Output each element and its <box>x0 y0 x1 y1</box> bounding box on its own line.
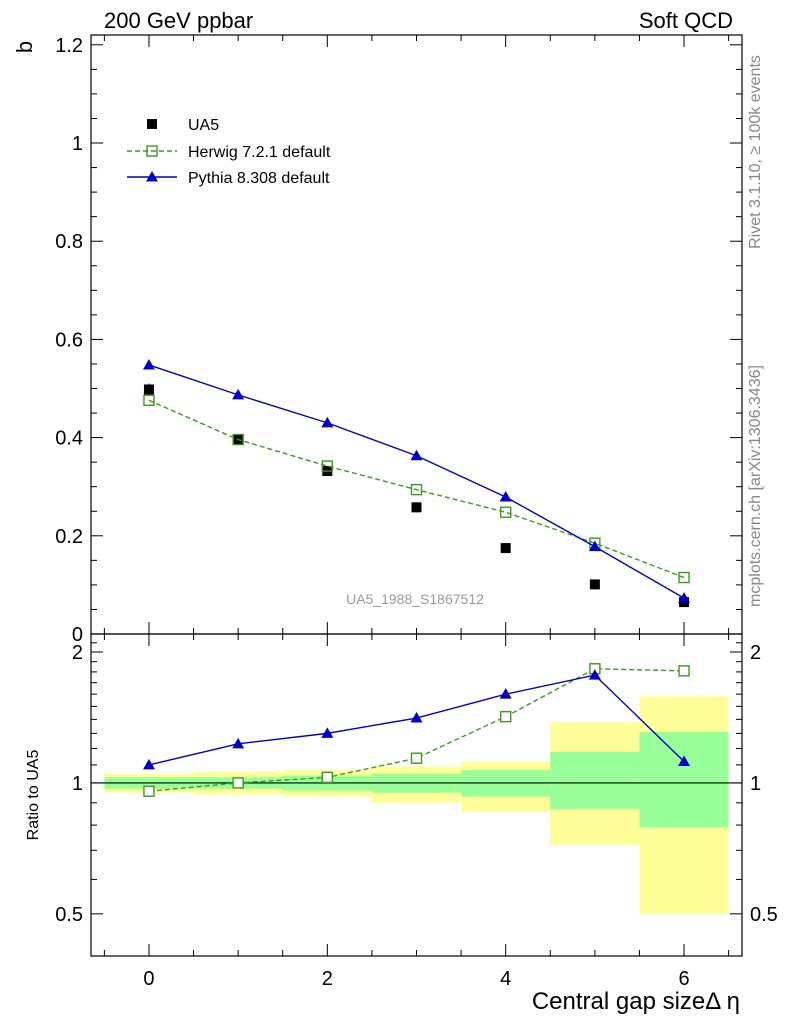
series-triangle-solid <box>142 358 691 603</box>
x-axis-label: Central gap sizeΔ η <box>532 988 740 1015</box>
data-point <box>142 358 155 370</box>
header-left-title: 200 GeV ppbar <box>104 8 253 33</box>
data-point <box>499 506 512 518</box>
legend-marker <box>147 119 157 129</box>
ratio-point <box>499 688 512 699</box>
ratio-series-triangle-solid <box>142 669 691 770</box>
legend-marker <box>146 171 158 182</box>
data-point <box>410 483 423 496</box>
uncertainty-bands <box>104 696 729 914</box>
ratio-point <box>232 777 244 789</box>
ratio-point <box>143 785 155 797</box>
ratio-point <box>588 669 601 680</box>
ratio-point <box>321 771 334 784</box>
main-y-tick-label: 0.6 <box>55 329 83 351</box>
x-tick-label: 6 <box>678 968 689 990</box>
legend-entry-label: Pythia 8.308 default <box>188 170 330 187</box>
main-y-tick-label: 0.2 <box>55 526 83 548</box>
legend-entry-label: UA5 <box>188 117 219 134</box>
x-tick-label: 4 <box>500 968 511 990</box>
ratio-panel: 0.5 0.5 1 1 2 2 0 2 4 6 Ratio to UA5 Central gap… <box>25 633 778 1015</box>
data-point <box>232 433 244 446</box>
ratio-point <box>499 710 512 723</box>
inner-uncertainty-band <box>639 731 729 828</box>
ratio-y-tick-label-left: 1 <box>72 773 83 795</box>
data-point <box>499 491 512 502</box>
x-tick-label: 0 <box>143 968 154 990</box>
ratio-y-tick-label-right: 2 <box>750 642 761 664</box>
ratio-point <box>678 665 690 677</box>
main-y-axis: 0 0.2 0.4 0.6 0.8 1 1.2 <box>55 35 742 646</box>
data-point <box>321 416 334 428</box>
data-point <box>588 540 601 552</box>
x-axis: 0 2 4 6 <box>103 634 730 990</box>
mcplots-credit-label: mcplots.cern.ch [arXiv:1306.3436] <box>747 365 764 607</box>
header-right-title: Soft QCD <box>639 8 733 33</box>
inner-uncertainty-band <box>550 751 640 810</box>
ratio-y-tick-label-right: 0.5 <box>750 904 778 926</box>
ratio-y-tick-label-left: 2 <box>72 642 83 664</box>
x-tick-label: 2 <box>322 968 333 990</box>
series-square-open-dashed <box>143 394 690 584</box>
main-panel: 0 0.2 0.4 0.6 0.8 1 1.2 b UA5_1988_S1867512 UA… <box>12 34 743 646</box>
ratio-point <box>142 758 155 770</box>
data-point <box>500 543 511 554</box>
ratio-point <box>410 712 423 723</box>
data-point <box>143 384 154 395</box>
main-x-ticks <box>103 35 730 634</box>
ratio-series-square-open-dashed <box>143 663 690 797</box>
ratio-y-tick-label-right: 1 <box>750 773 761 795</box>
series-line <box>148 364 685 599</box>
data-point <box>678 592 691 603</box>
series-line <box>148 399 685 579</box>
ratio-point <box>232 737 245 749</box>
main-y-tick-label: 0.4 <box>55 428 83 450</box>
data-point <box>678 571 690 584</box>
ratio-y-tick-label-left: 0.5 <box>55 904 83 926</box>
legend-entry-label: Herwig 7.2.1 default <box>188 144 331 161</box>
data-point <box>321 460 334 472</box>
ratio-point <box>321 727 334 738</box>
ratio-y-axis-label: Ratio to UA5 <box>25 750 42 841</box>
main-y-tick-label: 0 <box>72 624 83 646</box>
data-point <box>411 502 422 513</box>
data-point <box>589 579 600 590</box>
main-y-axis-label: b <box>12 41 37 53</box>
ratio-series-layer <box>142 663 691 797</box>
legend-marker <box>146 145 158 157</box>
data-point <box>143 394 155 406</box>
main-y-tick-label: 0.8 <box>55 231 83 253</box>
main-series-layer <box>142 358 691 608</box>
ratio-y-axis: 0.5 0.5 1 1 2 2 <box>55 633 778 957</box>
ratio-point <box>410 752 423 764</box>
analysis-label: UA5_1988_S1867512 <box>346 591 484 607</box>
legend: UA5 Herwig 7.2.1 default Pythia 8.308 defa… <box>127 117 331 187</box>
data-point <box>410 449 423 461</box>
data-point <box>232 388 245 400</box>
main-y-tick-label: 1.2 <box>55 35 83 57</box>
rivet-version-label: Rivet 3.1.10, ≥ 100k events <box>747 55 764 249</box>
ratio-point <box>678 755 691 767</box>
main-y-tick-label: 1 <box>72 133 83 155</box>
